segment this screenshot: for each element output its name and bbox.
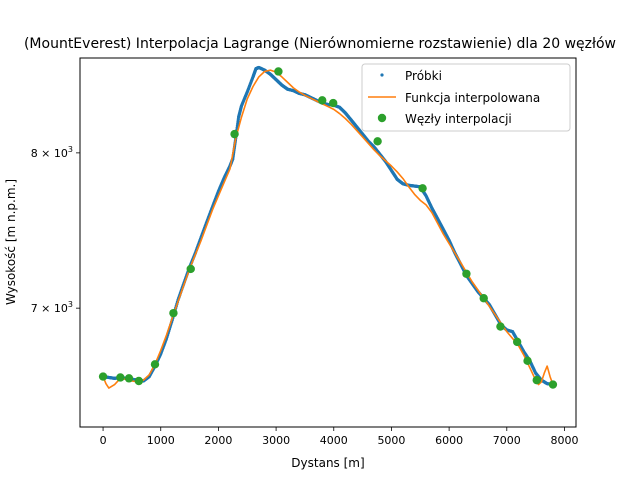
legend-label-wezly: Węzły interpolacji <box>405 112 512 126</box>
interpolation-node <box>134 376 144 386</box>
x-tick-label: 1000 <box>147 434 175 447</box>
interpolation-node <box>169 308 178 318</box>
x-tick-label: 2000 <box>204 434 232 447</box>
interpolation-node <box>523 356 532 366</box>
legend-label-funkcja: Funkcja interpolowana <box>405 91 540 105</box>
x-tick-label: 7000 <box>493 434 521 447</box>
y-tick-label: 7 × 103 <box>31 300 73 315</box>
legend: Próbki Funkcja interpolowana Węzły inter… <box>361 63 571 132</box>
plot-area <box>98 65 558 389</box>
interpolation-node <box>496 322 505 331</box>
interpolation-node <box>116 373 125 382</box>
x-axis-label: Dystans [m] <box>291 456 364 470</box>
legend-marker-probki <box>380 73 384 77</box>
x-tick-label: 3000 <box>262 434 290 447</box>
x-tick-label: 4000 <box>320 434 348 447</box>
interpolation-node <box>318 96 327 105</box>
interpolation-node <box>462 269 471 278</box>
series-funkcja-interpolowana <box>102 69 554 389</box>
interpolation-node <box>186 264 195 274</box>
chart-title: (MountEverest) Interpolacja Lagrange (Ni… <box>24 36 616 52</box>
y-axis: 7 × 103 8 × 103 <box>31 145 80 315</box>
x-tick-label: 0 <box>100 434 107 447</box>
interpolation-node <box>150 360 160 369</box>
x-axis: 0 1000 2000 3000 4000 5000 6000 7000 8000 <box>100 427 578 447</box>
x-tick-label: 8000 <box>550 434 578 447</box>
axes-frame <box>79 57 577 428</box>
x-tick-label: 6000 <box>435 434 463 447</box>
interpolation-node <box>124 374 134 383</box>
legend-label-probki: Próbki <box>405 69 442 83</box>
interpolation-node <box>274 67 283 76</box>
interpolation-node <box>479 294 488 303</box>
interpolation-node <box>98 372 108 381</box>
y-axis-label: Wysokość [m n.p.m.] <box>4 179 18 305</box>
legend-marker-wezly <box>377 113 387 123</box>
interpolation-node <box>230 129 239 139</box>
interpolation-node <box>548 380 558 389</box>
x-tick-label: 5000 <box>377 434 405 447</box>
interpolation-node <box>532 375 541 385</box>
y-tick-label: 8 × 103 <box>31 145 73 160</box>
legend-box <box>361 63 571 132</box>
interpolation-node <box>373 137 382 146</box>
interpolation-node <box>512 337 522 347</box>
interpolation-node <box>328 98 338 108</box>
series-wezly-interpolacji <box>98 67 558 389</box>
interpolation-node <box>418 184 427 193</box>
